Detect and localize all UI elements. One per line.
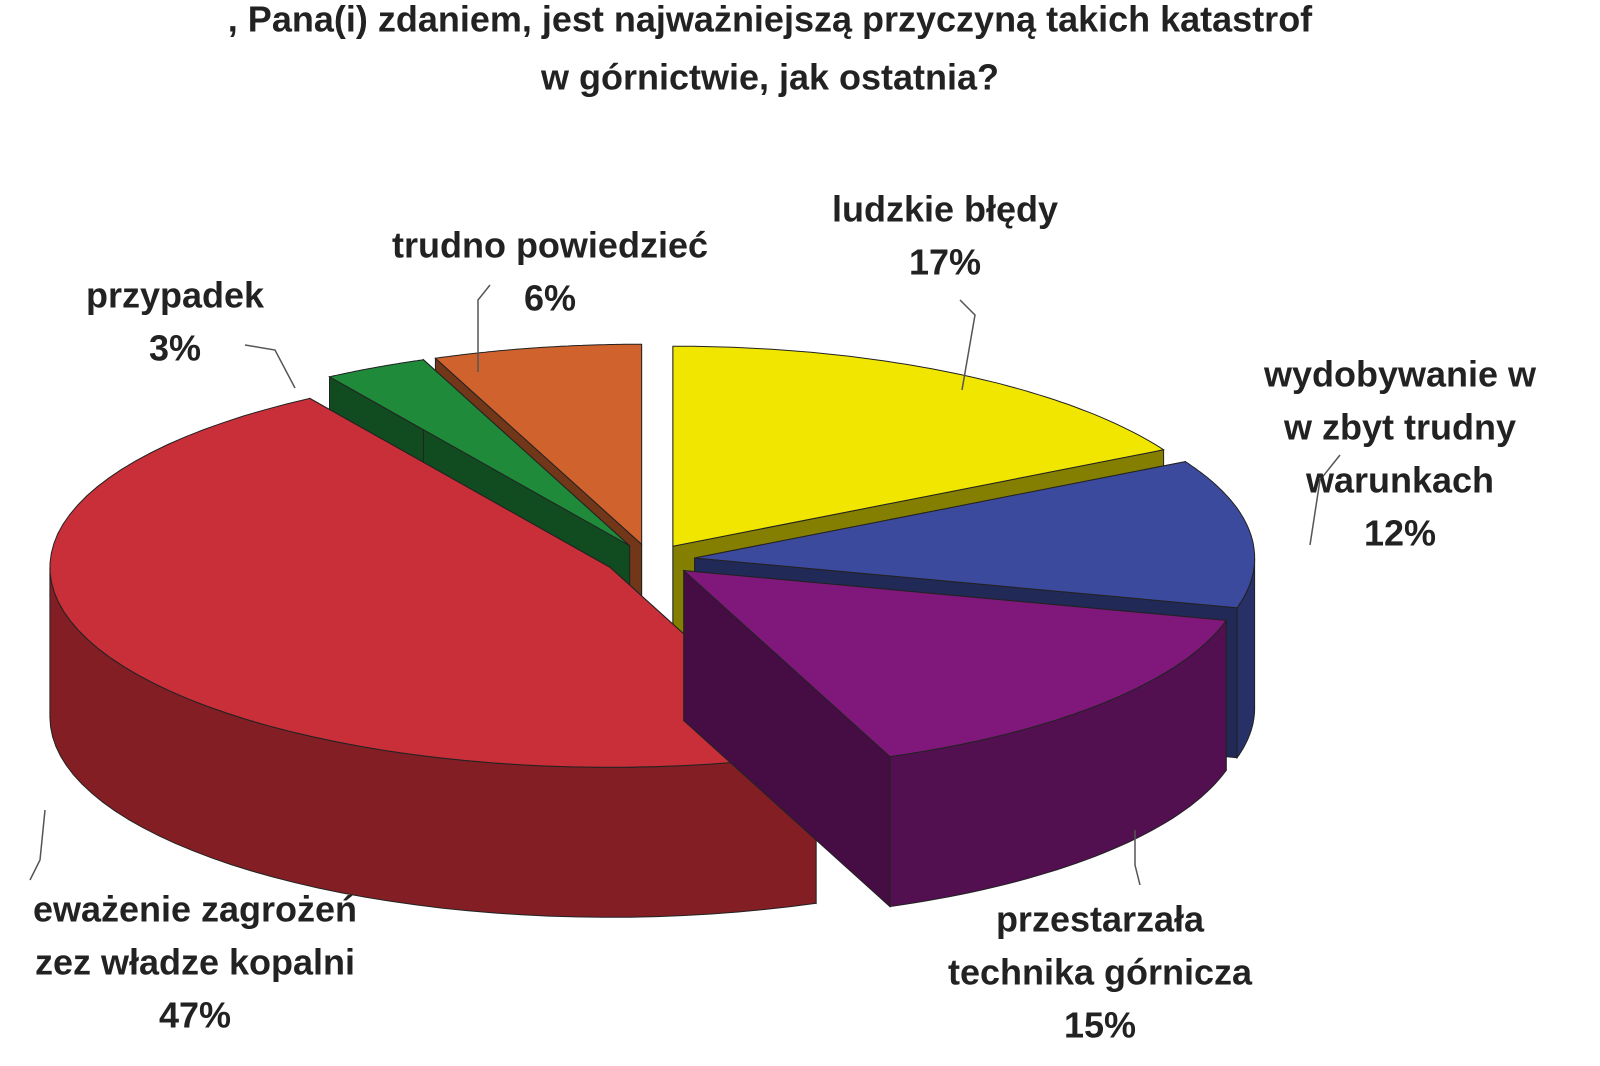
value-label: 15% [1064,1005,1136,1046]
category-label: ludzkie błędy [832,189,1058,230]
slice [682,569,1228,758]
leader-line [959,299,976,391]
labels: ludzkie błędy 17% wydobywanie w w zbyt trud… [33,189,1537,1046]
slice [694,461,1256,609]
chart-title: w górnictwie, jak ostatnia? [540,57,999,98]
value-label: 47% [159,995,231,1036]
category-label: w zbyt trudny [1283,407,1516,448]
leader-line [1309,454,1341,546]
leaders [29,284,1341,886]
value-label: 12% [1364,513,1436,554]
slice [328,359,630,547]
leader-line [1134,830,1141,886]
category-label: eważenie zagrożeń [33,889,357,930]
category-label: trudno powiedzieć [392,225,708,266]
category-label: technika górnicza [948,952,1253,993]
pie [49,343,1256,918]
category-label: zez władze kopalni [35,942,355,983]
category-label: wydobywanie w [1263,354,1537,395]
slice [49,397,818,768]
chart-title: , Pana(i) zdaniem, jest najważniejszą pr… [228,0,1313,40]
leader-line [29,809,46,881]
category-label: przestarzała [996,899,1205,940]
leader-line [477,284,491,372]
slice [434,343,643,546]
value-label: 3% [149,328,201,369]
leader-line [244,344,296,389]
value-label: 17% [909,242,981,283]
value-label: 6% [524,278,576,319]
category-label: przypadek [86,275,265,316]
slice [672,345,1165,547]
category-label: warunkach [1305,460,1494,501]
